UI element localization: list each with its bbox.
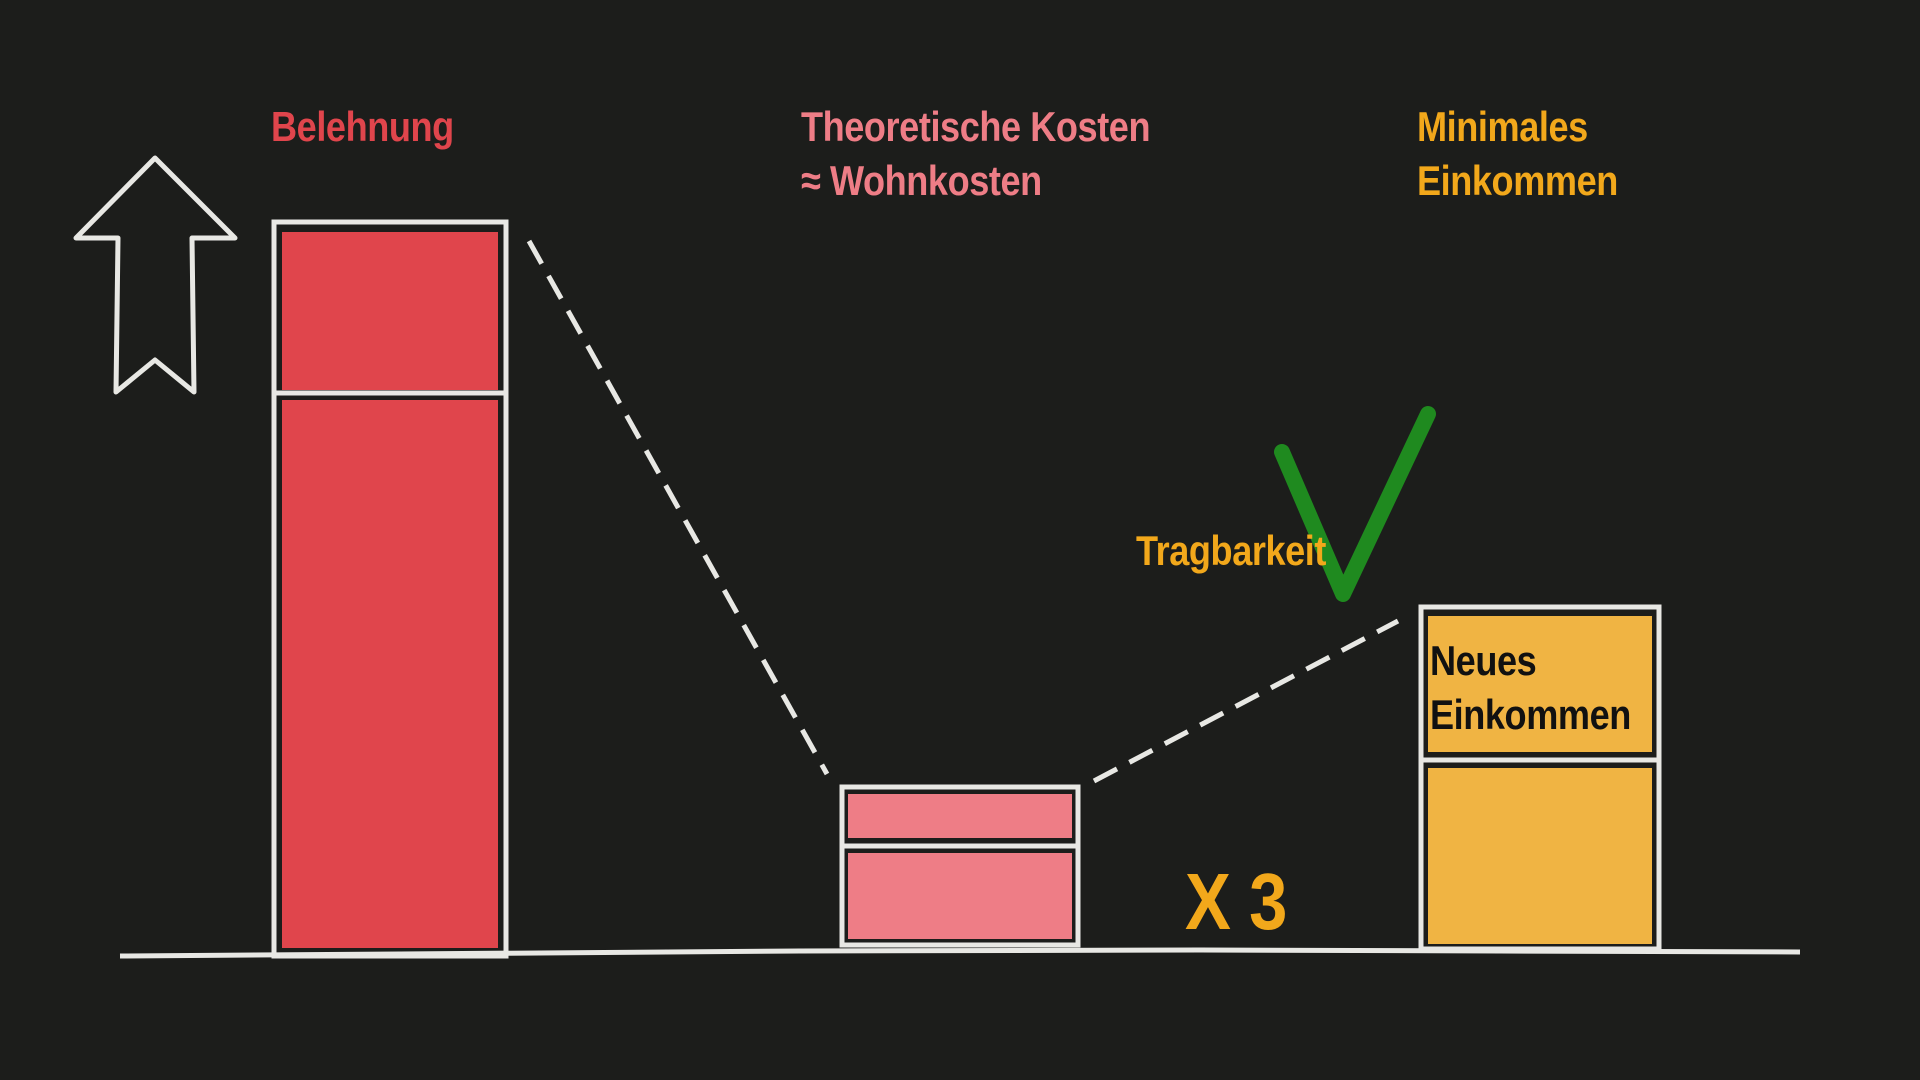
wohnkosten-label: ≈ Wohnkosten	[801, 157, 1042, 204]
checkmark-icon	[1274, 406, 1436, 602]
belehnung-label: Belehnung	[271, 103, 454, 150]
einkommen-label: Einkommen	[1417, 157, 1618, 204]
tragbarkeit-label: Tragbarkeit	[1136, 527, 1327, 574]
theoretische-kosten-label: Theoretische Kosten	[801, 103, 1151, 150]
dashed-connector-1	[526, 239, 830, 776]
arrow-up-icon	[73, 155, 238, 395]
multiplier-label: X 3	[1185, 857, 1287, 946]
belehnung-bar	[271, 219, 509, 959]
ground-line	[119, 947, 1801, 959]
einkommen-bar	[1418, 604, 1662, 952]
minimales-label: Minimales	[1417, 103, 1588, 150]
kosten-bar	[839, 784, 1081, 948]
dashed-connector-2	[1092, 618, 1400, 784]
neues-label: Neues	[1430, 637, 1537, 684]
neues-einkommen-label: Einkommen	[1430, 691, 1631, 738]
